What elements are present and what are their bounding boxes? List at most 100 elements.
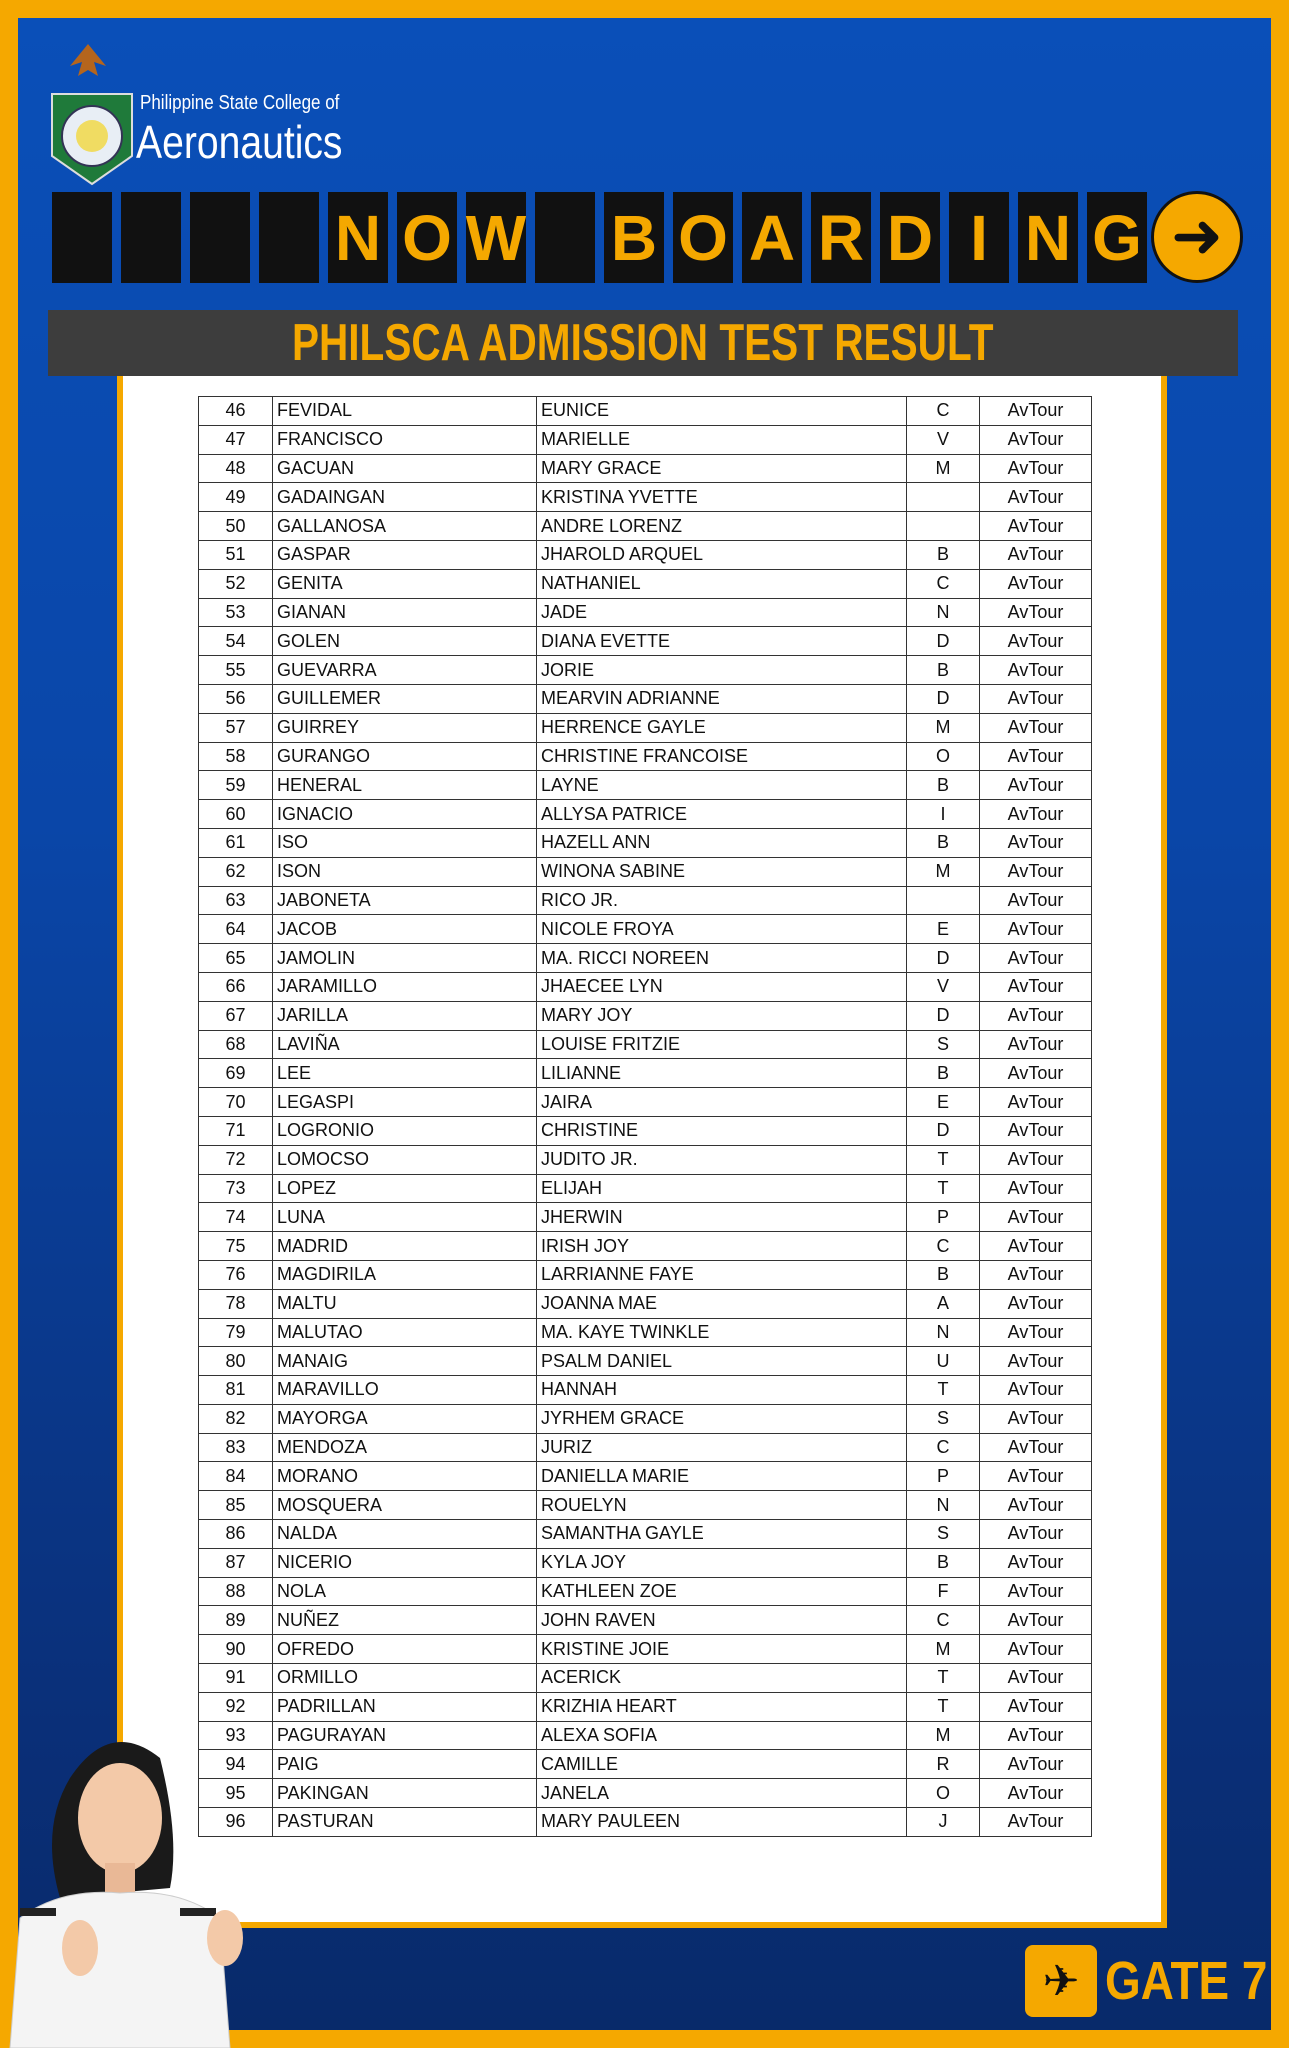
program-cell: AvTour bbox=[979, 683, 1092, 714]
middle-initial-cell: O bbox=[906, 741, 980, 772]
table-row: 61 ISO HAZELL ANN B AvTour bbox=[198, 827, 1092, 858]
middle-initial-cell: D bbox=[906, 626, 980, 657]
program-cell: AvTour bbox=[979, 1000, 1092, 1031]
program-cell: AvTour bbox=[979, 1576, 1092, 1607]
first-name-cell: EUNICE bbox=[536, 396, 907, 426]
last-name-cell: JARAMILLO bbox=[272, 971, 537, 1002]
board-tile bbox=[121, 192, 181, 283]
first-name-cell: JORIE bbox=[536, 655, 907, 685]
first-name-cell: MARIELLE bbox=[536, 424, 907, 455]
middle-initial-cell: C bbox=[906, 396, 980, 426]
first-name-cell: LAYNE bbox=[536, 770, 907, 801]
table-row: 89 NUÑEZ JOHN RAVEN C AvTour bbox=[198, 1605, 1092, 1636]
first-name-cell: SAMANTHA GAYLE bbox=[536, 1519, 907, 1549]
row-number-cell: 53 bbox=[198, 597, 273, 628]
row-number-cell: 96 bbox=[198, 1807, 273, 1837]
last-name-cell: MAYORGA bbox=[272, 1403, 537, 1434]
middle-initial-cell: P bbox=[906, 1202, 980, 1233]
table-row: 86 NALDA SAMANTHA GAYLE S AvTour bbox=[198, 1519, 1092, 1549]
last-name-cell: LOPEZ bbox=[272, 1173, 537, 1204]
program-cell: AvTour bbox=[979, 1173, 1092, 1204]
program-cell: AvTour bbox=[979, 1058, 1092, 1089]
middle-initial-cell: V bbox=[906, 424, 980, 455]
table-row: 48 GACUAN MARY GRACE M AvTour bbox=[198, 453, 1092, 484]
last-name-cell: PADRILLAN bbox=[272, 1691, 537, 1722]
row-number-cell: 57 bbox=[198, 712, 273, 743]
program-cell: AvTour bbox=[979, 1403, 1092, 1434]
last-name-cell: LEE bbox=[272, 1058, 537, 1089]
last-name-cell: LOMOCSO bbox=[272, 1144, 537, 1175]
row-number-cell: 90 bbox=[198, 1634, 273, 1665]
program-cell: AvTour bbox=[979, 396, 1092, 426]
middle-initial-cell: T bbox=[906, 1173, 980, 1204]
table-row: 74 LUNA JHERWIN P AvTour bbox=[198, 1202, 1092, 1233]
table-row: 78 MALTU JOANNA MAE A AvTour bbox=[198, 1288, 1092, 1319]
row-number-cell: 66 bbox=[198, 971, 273, 1002]
last-name-cell: ISON bbox=[272, 856, 537, 887]
table-row: 67 JARILLA MARY JOY D AvTour bbox=[198, 1000, 1092, 1031]
table-row: 80 MANAIG PSALM DANIEL U AvTour bbox=[198, 1346, 1092, 1377]
row-number-cell: 73 bbox=[198, 1173, 273, 1204]
row-number-cell: 47 bbox=[198, 424, 273, 455]
row-number-cell: 89 bbox=[198, 1605, 273, 1636]
last-name-cell: OFREDO bbox=[272, 1634, 537, 1665]
first-name-cell: LOUISE FRITZIE bbox=[536, 1029, 907, 1060]
table-row: 47 FRANCISCO MARIELLE V AvTour bbox=[198, 424, 1092, 455]
table-row: 58 GURANGO CHRISTINE FRANCOISE O AvTour bbox=[198, 741, 1092, 772]
board-tile bbox=[259, 192, 319, 283]
row-number-cell: 81 bbox=[198, 1375, 273, 1405]
program-cell: AvTour bbox=[979, 568, 1092, 599]
first-name-cell: JANELA bbox=[536, 1778, 907, 1809]
middle-initial-cell bbox=[906, 511, 980, 541]
last-name-cell: MENDOZA bbox=[272, 1432, 537, 1463]
last-name-cell: PAGURAYAN bbox=[272, 1720, 537, 1751]
middle-initial-cell: B bbox=[906, 770, 980, 801]
board-tile bbox=[52, 192, 112, 283]
first-name-cell: CAMILLE bbox=[536, 1749, 907, 1780]
middle-initial-cell: U bbox=[906, 1346, 980, 1377]
first-name-cell: JOHN RAVEN bbox=[536, 1605, 907, 1636]
first-name-cell: ALEXA SOFIA bbox=[536, 1720, 907, 1751]
row-number-cell: 95 bbox=[198, 1778, 273, 1809]
middle-initial-cell bbox=[906, 885, 980, 916]
last-name-cell: GUEVARRA bbox=[272, 655, 537, 685]
program-cell: AvTour bbox=[979, 482, 1092, 513]
middle-initial-cell: P bbox=[906, 1461, 980, 1492]
first-name-cell: MA. KAYE TWINKLE bbox=[536, 1317, 907, 1348]
program-cell: AvTour bbox=[979, 626, 1092, 657]
middle-initial-cell: B bbox=[906, 539, 980, 570]
row-number-cell: 92 bbox=[198, 1691, 273, 1722]
row-number-cell: 83 bbox=[198, 1432, 273, 1463]
program-cell: AvTour bbox=[979, 885, 1092, 916]
middle-initial-cell: B bbox=[906, 1259, 980, 1290]
table-row: 94 PAIG CAMILLE R AvTour bbox=[198, 1749, 1092, 1780]
program-cell: AvTour bbox=[979, 1519, 1092, 1549]
table-row: 70 LEGASPI JAIRA E AvTour bbox=[198, 1087, 1092, 1117]
first-name-cell: MARY GRACE bbox=[536, 453, 907, 484]
program-cell: AvTour bbox=[979, 1807, 1092, 1837]
college-logo: Philippine State College of Aeronautics bbox=[48, 36, 368, 186]
middle-initial-cell: S bbox=[906, 1029, 980, 1060]
program-cell: AvTour bbox=[979, 1663, 1092, 1693]
last-name-cell: MOSQUERA bbox=[272, 1490, 537, 1521]
last-name-cell: GOLEN bbox=[272, 626, 537, 657]
last-name-cell: NALDA bbox=[272, 1519, 537, 1549]
row-number-cell: 93 bbox=[198, 1720, 273, 1751]
program-cell: AvTour bbox=[979, 1115, 1092, 1146]
board-tile: N bbox=[1018, 192, 1078, 283]
first-name-cell: KRIZHIA HEART bbox=[536, 1691, 907, 1722]
table-row: 76 MAGDIRILA LARRIANNE FAYE B AvTour bbox=[198, 1259, 1092, 1290]
row-number-cell: 91 bbox=[198, 1663, 273, 1693]
last-name-cell: FEVIDAL bbox=[272, 396, 537, 426]
first-name-cell: ROUELYN bbox=[536, 1490, 907, 1521]
board-tile bbox=[190, 192, 250, 283]
program-cell: AvTour bbox=[979, 1461, 1092, 1492]
table-row: 90 OFREDO KRISTINE JOIE M AvTour bbox=[198, 1634, 1092, 1665]
first-name-cell: JHAECEE LYN bbox=[536, 971, 907, 1002]
arrow-right-icon: ➜ bbox=[1151, 191, 1243, 283]
first-name-cell: DIANA EVETTE bbox=[536, 626, 907, 657]
program-cell: AvTour bbox=[979, 424, 1092, 455]
board-tile: O bbox=[397, 192, 457, 283]
last-name-cell: LOGRONIO bbox=[272, 1115, 537, 1146]
first-name-cell: MA. RICCI NOREEN bbox=[536, 943, 907, 973]
